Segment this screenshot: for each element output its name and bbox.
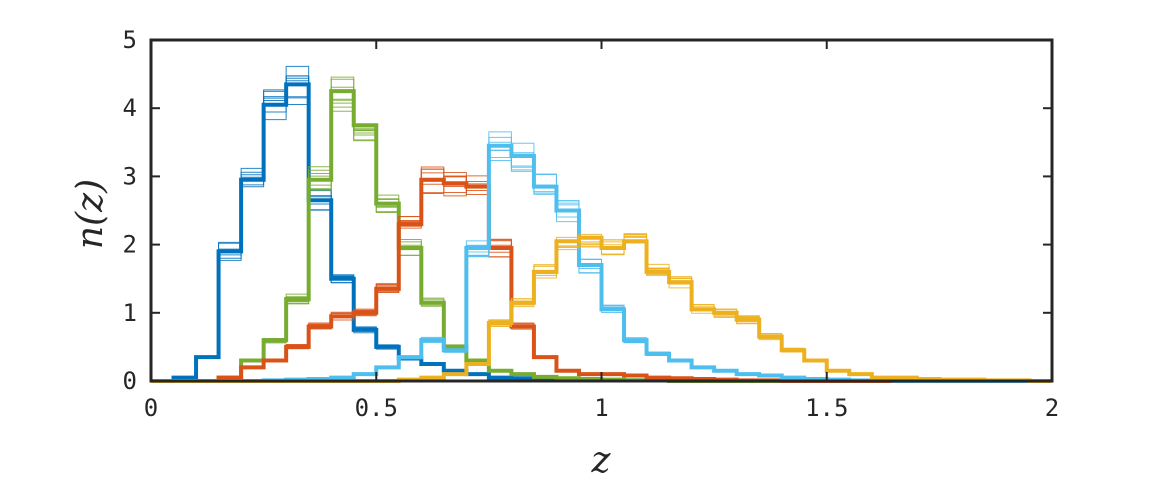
series-group-3 (151, 131, 1052, 383)
x-tick-label: 1 (594, 394, 608, 422)
x-tick-label: 0.5 (355, 394, 398, 422)
y-tick-label: 2 (123, 231, 137, 259)
x-tick-label: 2 (1045, 394, 1059, 422)
y-axis-label: n(z) (70, 179, 111, 249)
series-3-realisation-line (151, 131, 1052, 382)
x-axis-label: z (591, 440, 612, 481)
y-tick-label: 0 (123, 367, 137, 395)
axes-layer: 0 0.5 1 1.5 2 0 1 2 3 4 5 (123, 26, 1060, 422)
y-tick-label: 4 (123, 94, 137, 122)
y-tick-label: 1 (123, 299, 137, 327)
x-tick-label: 0 (144, 394, 158, 422)
series-group-1 (151, 76, 1052, 383)
y-tick-label: 3 (123, 162, 137, 190)
series-layer (151, 65, 1052, 383)
y-tick-label: 5 (123, 26, 137, 54)
x-tick-label: 1.5 (805, 394, 848, 422)
